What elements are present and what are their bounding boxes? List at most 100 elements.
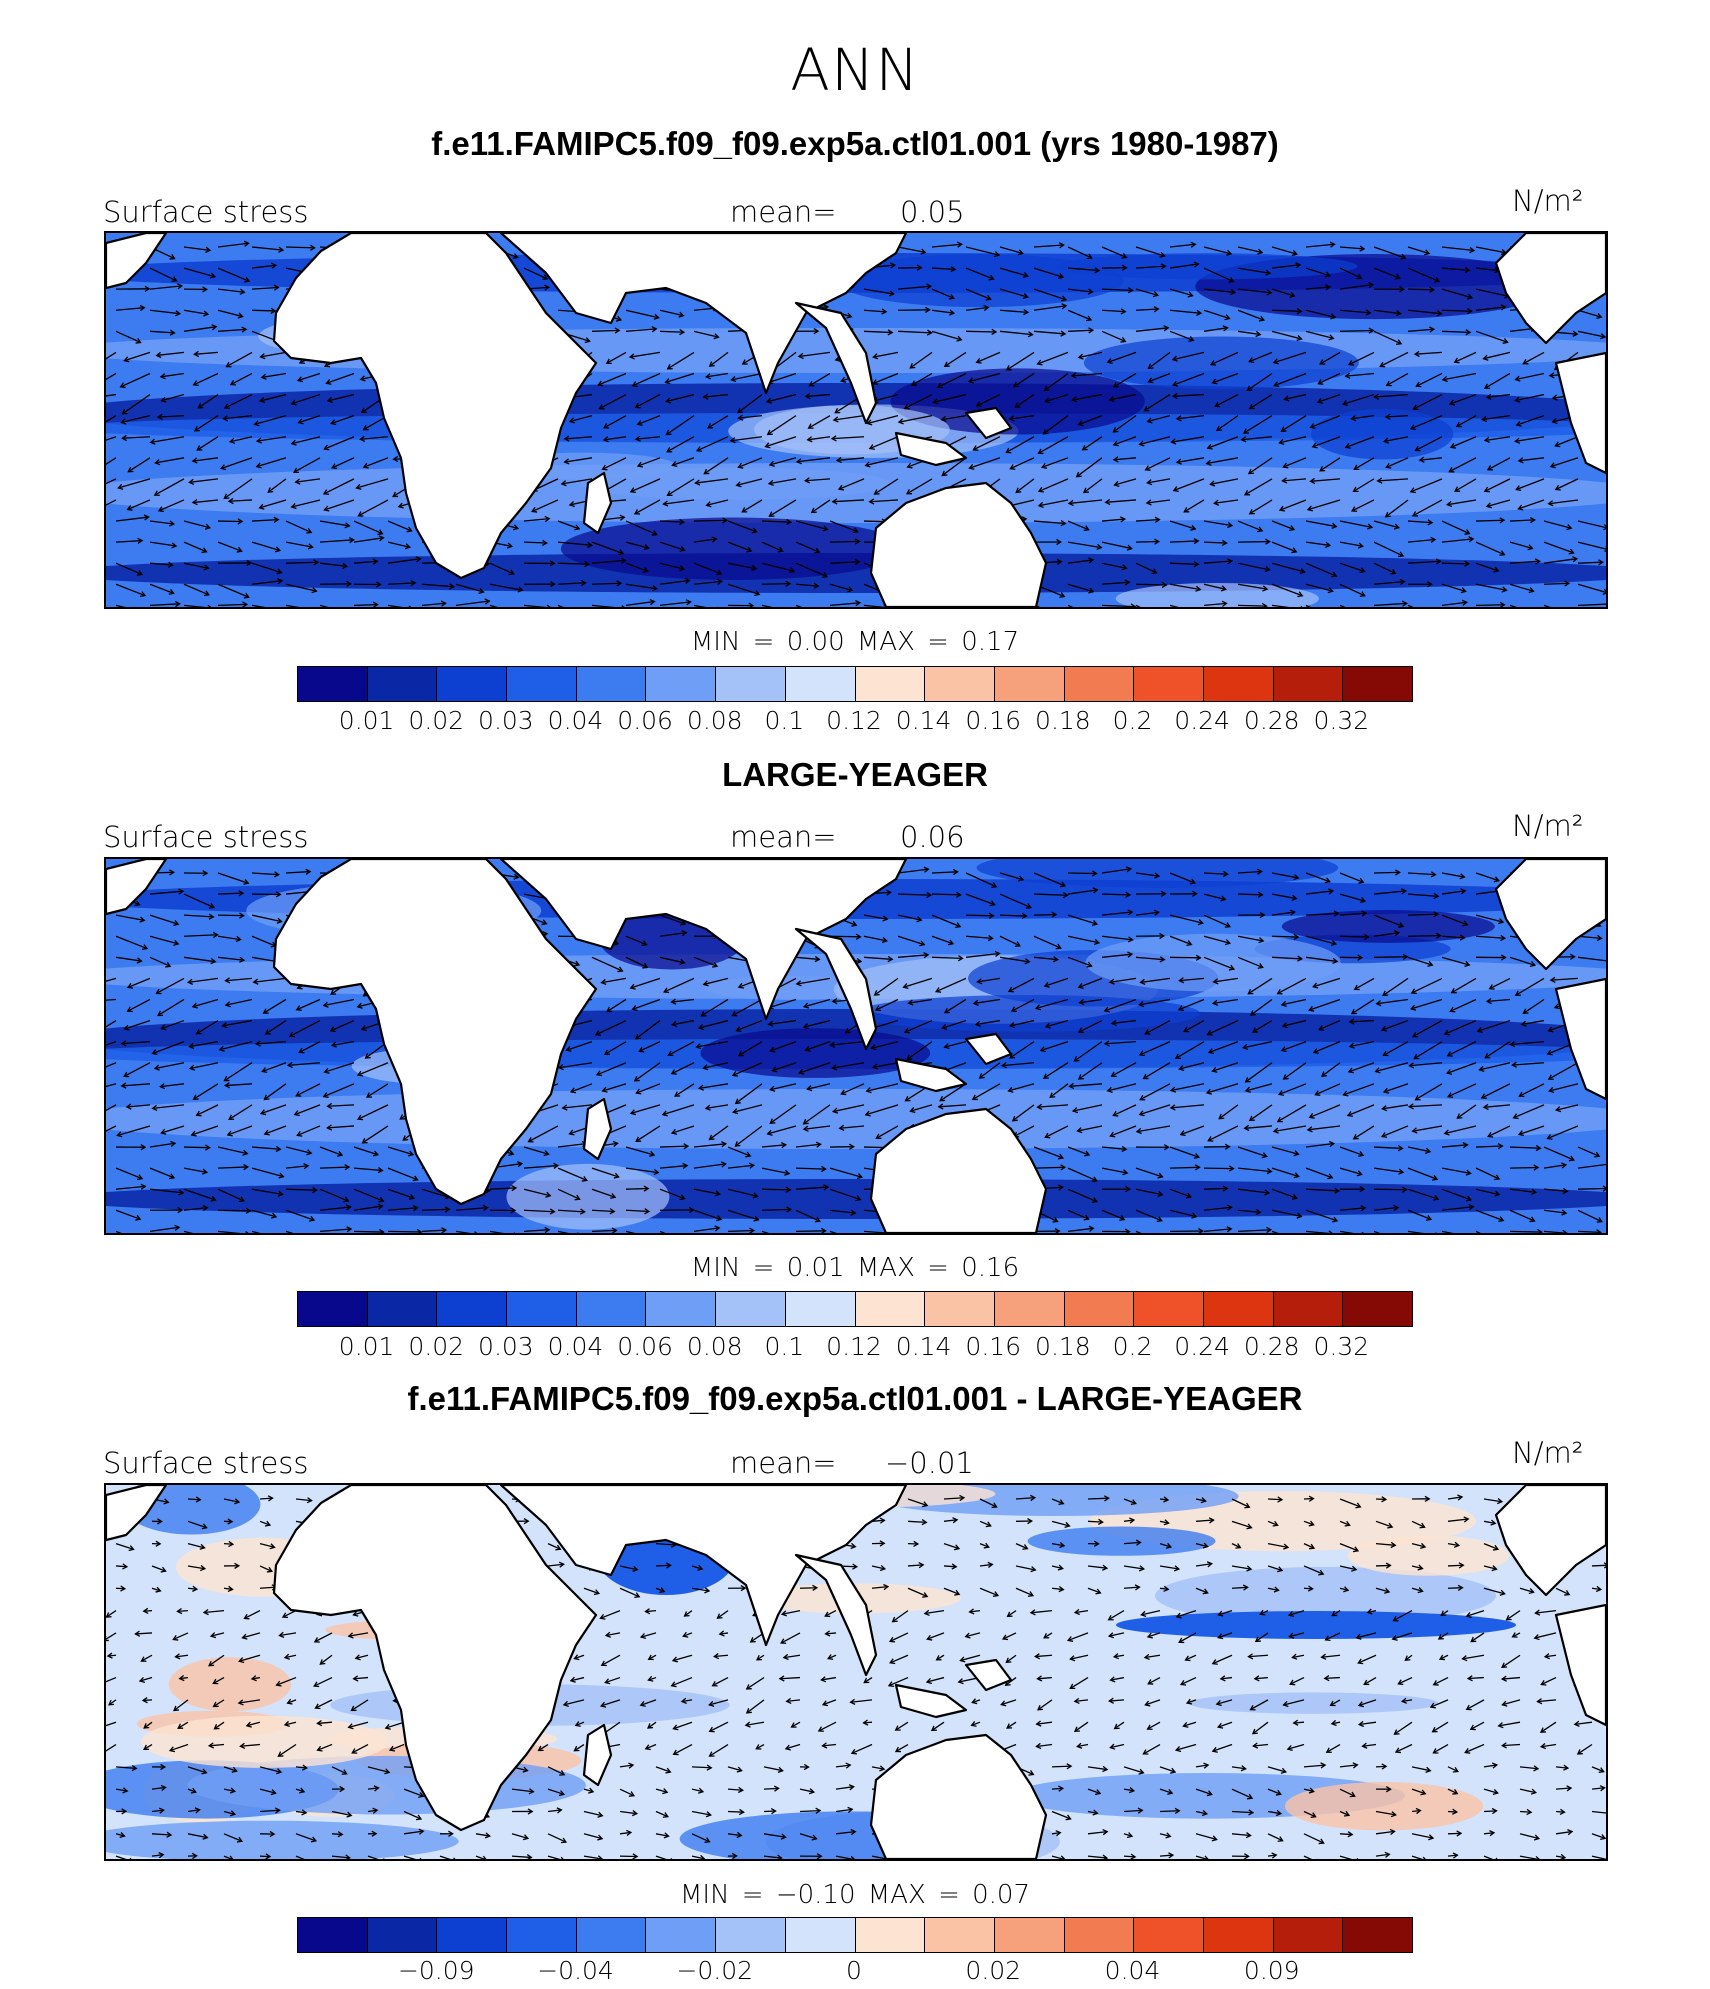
colorbar-swatch [925,1292,995,1326]
colorbar-swatch [925,1918,995,1952]
colorbar-swatch [785,667,856,701]
colorbar-swatch [298,1292,368,1326]
colorbar-tick-label: 0.12 [826,1332,882,1361]
map-panel-3 [104,1483,1608,1861]
colorbar-tick-label: 0.03 [478,706,534,735]
colorbar-tick-label: 0.12 [826,706,882,735]
colorbar-3 [297,1917,1413,1953]
panel-1-title: f.e11.FAMIPC5.f09_f09.exp5a.ctl01.001 (y… [431,125,1279,162]
figure-title: ANN [790,36,920,104]
colorbar-tick-label: 0.2 [1112,706,1153,735]
colorbar-swatch [1203,1292,1274,1326]
colorbar-swatch [1343,1292,1412,1326]
colorbar-tick-label: 0.24 [1174,1332,1230,1361]
panel-1-minmax: MIN = 0.00 MAX = 0.17 [690,627,1020,657]
colorbar-tick-label: 0.03 [478,1332,534,1361]
colorbar-tick-label: 0.04 [547,1332,604,1361]
colorbar-swatch [716,667,786,701]
colorbar-swatch [507,667,577,701]
colorbar-swatch [576,1292,647,1326]
colorbar-tick-label: 0.04 [1104,1956,1161,1985]
colorbar-tick-label: 0.14 [895,1332,952,1361]
colorbar-swatch [716,1292,786,1326]
colorbar-swatch [646,1292,717,1326]
colorbar-swatch [1273,1918,1344,1952]
colorbar-swatch [925,667,995,701]
colorbar-swatch [1064,667,1135,701]
colorbar-swatch [1134,1292,1204,1326]
colorbar-swatch [646,1918,717,1952]
colorbar-tick-label: 0.02 [408,706,465,735]
colorbar-swatch [576,667,647,701]
colorbar-swatch [1273,1292,1344,1326]
panel-3-minmax: MIN = −0.10 MAX = 0.07 [679,1880,1031,1910]
colorbar-tick-label: 0.32 [1313,1332,1370,1361]
panel-3-variable: Surface stress [103,1446,309,1480]
colorbar-swatch [576,1918,647,1952]
colorbar-tick-label: −0.02 [676,1956,754,1985]
colorbar-swatch [855,667,926,701]
colorbar-swatch [855,1918,926,1952]
panel-2-minmax: MIN = 0.01 MAX = 0.16 [690,1253,1020,1283]
colorbar-tick-label: 0.28 [1243,1332,1300,1361]
colorbar-2 [297,1291,1413,1327]
colorbar-tick-label: 0.16 [965,1332,1022,1361]
panel-2-mean-label: mean= [730,820,837,854]
colorbar-swatch [367,1918,438,1952]
panel-3-units: N/m² [1512,1436,1584,1470]
colorbar-swatch [1343,667,1412,701]
colorbar-tick-label: 0.28 [1243,706,1300,735]
colorbar-swatch [1064,1292,1135,1326]
colorbar-swatch [1064,1918,1135,1952]
colorbar-swatch [298,667,368,701]
colorbar-swatch [367,1292,438,1326]
colorbar-swatch [994,1918,1065,1952]
colorbar-swatch [785,1918,856,1952]
colorbar-swatch [646,667,717,701]
panel-1-mean-value: 0.05 [900,195,965,229]
colorbar-swatch [785,1292,856,1326]
colorbar-tick-label: 0.14 [895,706,952,735]
colorbar-swatch [1203,1918,1274,1952]
colorbar-1-ticks: 0.01 0.02 0.03 0.04 0.06 0.08 0.1 0.12 0.14 0.16 0… [297,706,1411,736]
colorbar-tick-label: 0.02 [965,1956,1022,1985]
colorbar-tick-label: 0.18 [1035,1332,1091,1361]
colorbar-swatch [507,1918,577,1952]
colorbar-tick-label: 0.09 [1243,1956,1300,1985]
colorbar-tick-label: 0.01 [338,1332,395,1361]
colorbar-tick-label: −0.09 [397,1956,475,1985]
colorbar-swatch [298,1918,368,1952]
colorbar-1 [297,666,1413,702]
colorbar-swatch [1203,667,1274,701]
colorbar-swatch [437,1292,508,1326]
panel-2-units: N/m² [1512,809,1584,843]
map-panel-2 [104,857,1608,1235]
colorbar-2-ticks: 0.01 0.02 0.03 0.04 0.06 0.08 0.1 0.12 0.14 0.16 0… [297,1332,1411,1362]
map-svg-3 [106,1485,1606,1859]
panel-3-title: f.e11.FAMIPC5.f09_f09.exp5a.ctl01.001 - … [407,1380,1303,1417]
colorbar-swatch [994,667,1065,701]
panel-2-mean-value: 0.06 [900,820,965,854]
colorbar-tick-label: 0.16 [965,706,1022,735]
colorbar-tick-label: 0.08 [686,706,743,735]
panel-3-mean-label: mean= [730,1446,837,1480]
colorbar-swatch [437,667,508,701]
colorbar-tick-label: 0.08 [686,1332,743,1361]
colorbar-swatch [1134,667,1204,701]
colorbar-swatch [855,1292,926,1326]
panel-1-mean-label: mean= [730,195,837,229]
map-svg-2 [106,859,1606,1233]
colorbar-tick-label: 0.04 [547,706,604,735]
panel-2-title: LARGE-YEAGER [722,756,988,793]
colorbar-swatch [437,1918,508,1952]
colorbar-tick-label: 0.01 [338,706,395,735]
colorbar-tick-label: 0.24 [1174,706,1230,735]
colorbar-tick-label: 0.1 [764,706,805,735]
colorbar-swatch [716,1918,786,1952]
colorbar-tick-label: 0.18 [1035,706,1091,735]
colorbar-tick-label: 0.06 [617,706,673,735]
colorbar-swatch [367,667,438,701]
colorbar-swatch [1343,1918,1412,1952]
colorbar-tick-label: −0.04 [537,1956,614,1985]
colorbar-tick-label: 0.32 [1313,706,1370,735]
